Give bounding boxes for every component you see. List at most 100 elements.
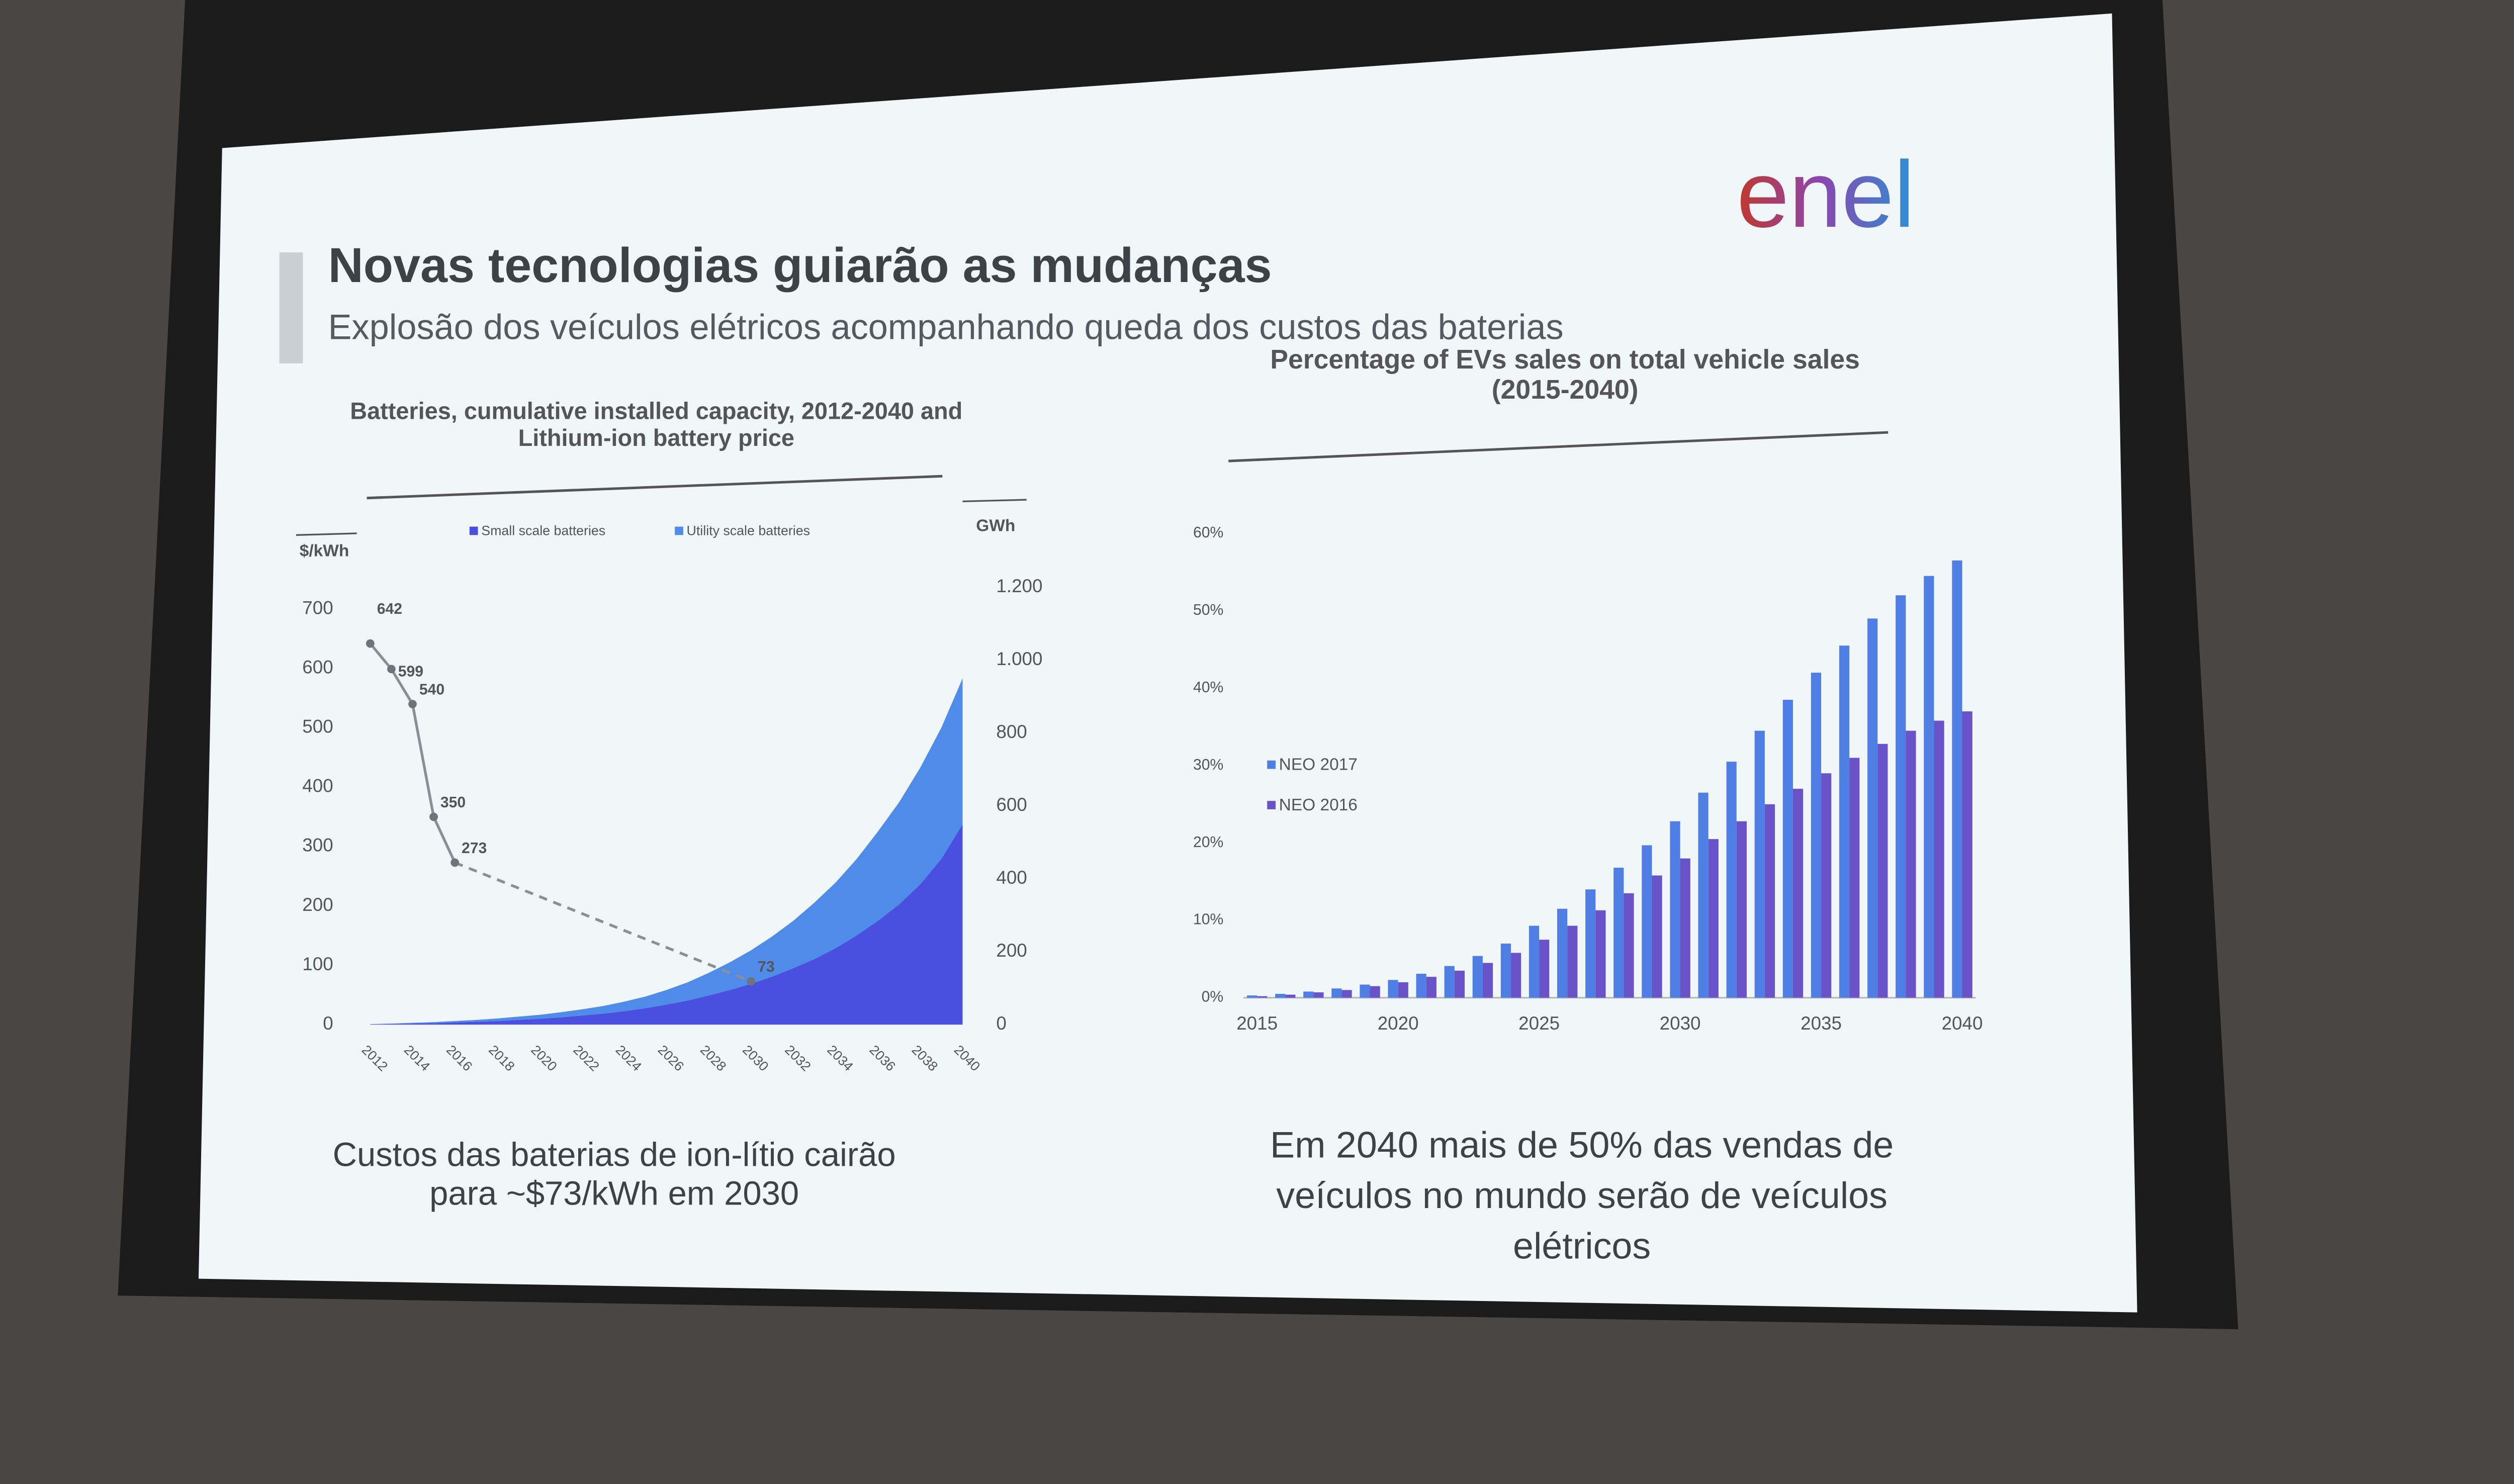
- caption-right: Em 2040 mais de 50% das vendas de veícul…: [1270, 1124, 1894, 1267]
- title-bar: [279, 252, 303, 363]
- y-tick-label: 200: [302, 894, 333, 915]
- y-tick-label: 300: [302, 835, 333, 856]
- price-point: [429, 812, 438, 821]
- bar: [1444, 966, 1455, 998]
- area: [370, 678, 963, 1025]
- bar: [1370, 986, 1380, 998]
- y2-tick-label: 800: [996, 721, 1027, 742]
- bar: [1557, 908, 1568, 998]
- slide-subtitle: Explosão dos veículos elétricos acompanh…: [328, 307, 1564, 347]
- data-label: 540: [419, 682, 444, 698]
- title-rule: [1228, 431, 1889, 462]
- caption-text: Custos das baterias de ion-lítio cairão …: [332, 1137, 896, 1214]
- bar: [1642, 845, 1652, 998]
- chart-title-box: Percentage of EVs sales on total vehicle…: [1270, 346, 1860, 406]
- bar: [1680, 858, 1690, 998]
- bar: [1698, 792, 1709, 998]
- x-tick-label: 2015: [1236, 1013, 1278, 1034]
- chart-title: Percentage of EVs sales on total vehicle…: [1270, 346, 1860, 406]
- price-point: [366, 639, 375, 648]
- caption-text: Em 2040 mais de 50% das vendas de veícul…: [1270, 1124, 1894, 1267]
- y-tick-label: 20%: [1193, 834, 1223, 851]
- x-tick-label: 2025: [1518, 1013, 1560, 1034]
- bar: [1670, 821, 1680, 998]
- y-tick-label: 0: [323, 1013, 333, 1034]
- y-tick-label: 40%: [1193, 679, 1223, 696]
- price-line: [390, 668, 414, 705]
- bar: [1736, 821, 1747, 998]
- bar: [1416, 974, 1426, 998]
- legend-label: NEO 2017: [1279, 756, 1358, 774]
- bar: [1313, 992, 1324, 998]
- bar: [1726, 762, 1737, 998]
- bar: [1924, 576, 1934, 998]
- y2-tick-label: 600: [996, 794, 1027, 815]
- bar: [1539, 940, 1550, 998]
- price-point: [747, 977, 756, 986]
- bar: [1454, 970, 1465, 998]
- bar: [1934, 720, 1944, 998]
- y-axis-label: $/kWh: [300, 542, 349, 561]
- data-label: 73: [758, 959, 775, 975]
- data-label: 350: [440, 794, 466, 811]
- bar: [1624, 893, 1634, 998]
- y-tick-label: 30%: [1193, 757, 1223, 773]
- legend-label: Small scale batteries: [481, 523, 605, 538]
- bar: [1585, 889, 1596, 998]
- price-line: [454, 861, 752, 983]
- price-line: [432, 816, 457, 863]
- y2-tick-label: 400: [996, 867, 1027, 888]
- bar: [1567, 925, 1578, 998]
- label-rule: [296, 532, 357, 536]
- bar: [1285, 994, 1296, 998]
- bar: [1652, 875, 1662, 998]
- bar: [1500, 943, 1511, 998]
- bar: [1906, 730, 1916, 998]
- y-tick-label: 400: [302, 776, 333, 796]
- legend-swatch: [675, 526, 683, 535]
- bar: [1792, 789, 1804, 998]
- bar: [1388, 980, 1398, 998]
- slide-title: Novas tecnologias guiarão as mudanças: [328, 238, 1272, 293]
- legend-swatch: [1267, 801, 1276, 809]
- bar: [1360, 984, 1370, 998]
- bar: [1849, 758, 1860, 998]
- bar: [1952, 560, 1962, 998]
- bar: [1962, 711, 1972, 998]
- bar: [1754, 730, 1765, 998]
- bar: [1246, 995, 1258, 998]
- bar: [1839, 645, 1850, 998]
- y-tick-label: 10%: [1193, 911, 1223, 928]
- bar: [1472, 956, 1483, 998]
- bar: [1482, 963, 1493, 998]
- bar: [1896, 595, 1906, 998]
- y2-tick-label: 200: [996, 940, 1027, 961]
- bar: [1877, 744, 1888, 998]
- y-tick-label: 0%: [1202, 989, 1224, 1005]
- y2-tick-label: 1.200: [996, 576, 1042, 596]
- price-point: [387, 665, 396, 674]
- bar: [1303, 991, 1314, 998]
- y2-axis-label: GWh: [976, 516, 1015, 535]
- bar: [1811, 673, 1822, 998]
- bar: [1426, 977, 1436, 998]
- bar: [1257, 996, 1268, 998]
- bar: [1867, 618, 1878, 998]
- price-point: [408, 700, 417, 708]
- bar: [1782, 699, 1793, 998]
- y-tick-label: 500: [302, 716, 333, 737]
- price-line: [411, 704, 435, 817]
- charts: 0 100 200 300 400 500 600 700 0 200 400 600 800 1.000…: [302, 523, 1983, 1074]
- label-rule: [962, 499, 1027, 503]
- legend-label: NEO 2016: [1279, 796, 1358, 814]
- y-tick-label: 60%: [1193, 524, 1223, 541]
- x-tick-label: 2040: [1942, 1013, 1983, 1034]
- y-tick-label: 600: [302, 657, 333, 677]
- y-tick-label: 100: [302, 954, 333, 974]
- y-tick-label: 700: [302, 597, 333, 618]
- bar: [1511, 953, 1521, 998]
- y2-tick-label: 0: [996, 1013, 1006, 1034]
- chart-title-box: Batteries, cumulative installed capacity…: [350, 397, 962, 451]
